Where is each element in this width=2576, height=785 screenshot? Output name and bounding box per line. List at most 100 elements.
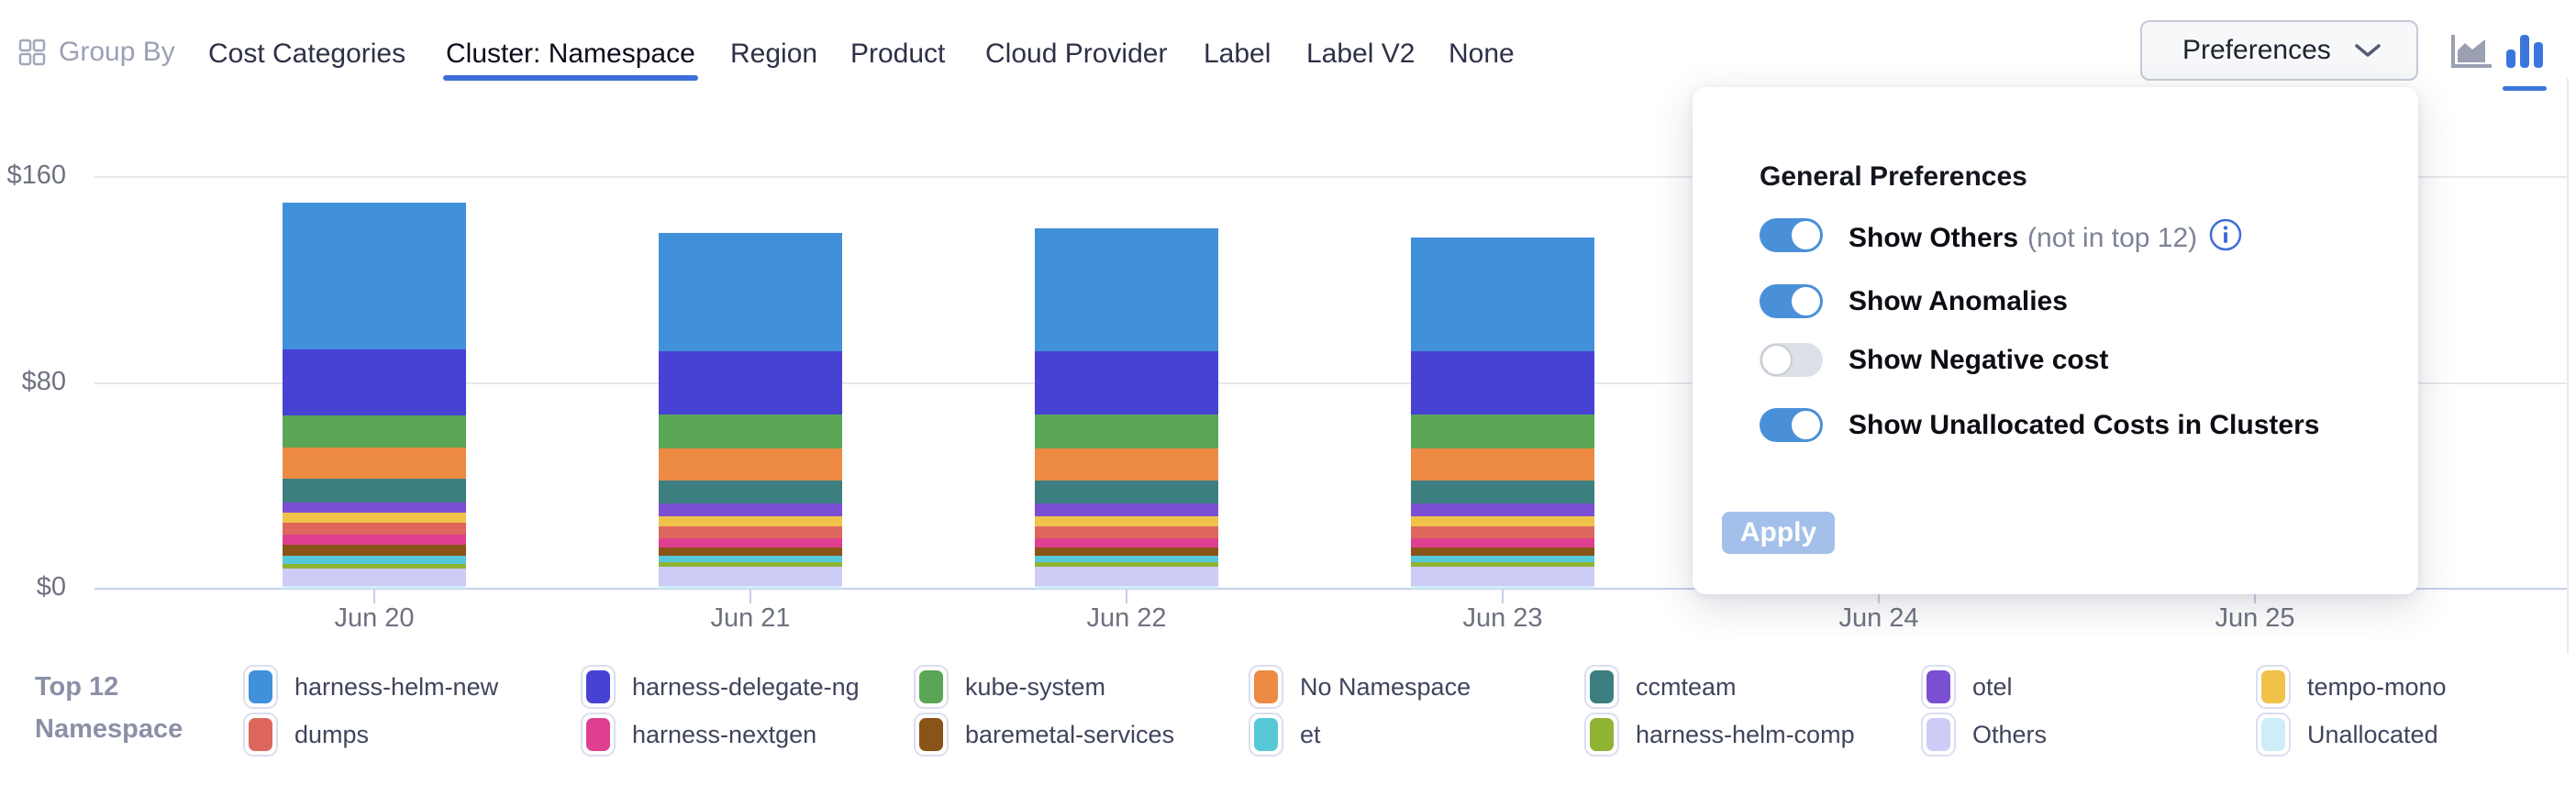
legend-item-otel[interactable]: otel <box>1921 665 2013 709</box>
tab-cloud-provider[interactable]: Cloud Provider <box>985 39 1167 70</box>
legend-item-dumps[interactable]: dumps <box>243 713 369 757</box>
tab-label[interactable]: Label <box>1204 39 1271 70</box>
legend-item-no-namespace[interactable]: No Namespace <box>1249 665 1471 709</box>
bar-segment-otel[interactable] <box>659 503 842 516</box>
bar-segment-dumps[interactable] <box>1411 526 1594 538</box>
legend-item-kube-system[interactable]: kube-system <box>914 665 1105 709</box>
toggle-knob <box>1790 219 1822 251</box>
tab-region[interactable]: Region <box>730 39 817 70</box>
bar-segment-others[interactable] <box>1035 567 1218 586</box>
bar-segment-harness-delegate-ng[interactable] <box>1411 351 1594 415</box>
group-by-grid-icon <box>18 39 46 66</box>
legend-item-harness-delegate-ng[interactable]: harness-delegate-ng <box>581 665 860 709</box>
tab-label-v2[interactable]: Label V2 <box>1306 39 1415 70</box>
bar-segment-harness-helm-new[interactable] <box>659 232 842 352</box>
legend-item-ccmteam[interactable]: ccmteam <box>1584 665 1737 709</box>
bar-segment-others[interactable] <box>659 567 842 586</box>
bar-segment-harness-helm-new[interactable] <box>1035 228 1218 352</box>
bar-segment-no-namespace[interactable] <box>1035 448 1218 481</box>
bar-segment-otel[interactable] <box>1411 503 1594 516</box>
bar-segment-dumps[interactable] <box>283 522 466 535</box>
toggle-show-others[interactable] <box>1760 218 1823 252</box>
active-chart-type-indicator <box>2503 86 2547 91</box>
bar-segment-no-namespace[interactable] <box>659 448 842 481</box>
legend-swatch-color <box>1926 670 1950 703</box>
info-icon[interactable] <box>2208 217 2243 252</box>
legend-item-harness-helm-new[interactable]: harness-helm-new <box>243 665 498 709</box>
bar-segment-baremetal-services[interactable] <box>1411 547 1594 557</box>
bar-segment-unallocated[interactable] <box>283 586 466 589</box>
bar-segment-unallocated[interactable] <box>659 585 842 589</box>
bar-segment-baremetal-services[interactable] <box>659 547 842 557</box>
bar-segment-tempo-mono[interactable] <box>1035 515 1218 527</box>
bar-segment-tempo-mono[interactable] <box>659 515 842 527</box>
legend-swatch <box>1249 713 1283 757</box>
bar-segment-otel[interactable] <box>283 502 466 513</box>
bar-segment-kube-system[interactable] <box>283 415 466 448</box>
bar-segment-harness-helm-new[interactable] <box>283 202 466 349</box>
bar-segment-dumps[interactable] <box>659 526 842 538</box>
bar-segment-baremetal-services[interactable] <box>1035 547 1218 557</box>
legend-item-others[interactable]: Others <box>1921 713 2047 757</box>
legend-item-harness-nextgen[interactable]: harness-nextgen <box>581 713 816 757</box>
bar-segment-harness-nextgen[interactable] <box>1411 537 1594 547</box>
tab-product[interactable]: Product <box>850 39 945 70</box>
toggle-show-anomalies[interactable] <box>1760 284 1823 318</box>
legend-swatch <box>243 665 278 709</box>
bar-segment-others[interactable] <box>283 568 466 587</box>
bar-segment-harness-helm-comp[interactable] <box>1411 562 1594 568</box>
legend-item-baremetal-services[interactable]: baremetal-services <box>914 713 1174 757</box>
legend-item-tempo-mono[interactable]: tempo-mono <box>2256 665 2447 709</box>
bar-segment-harness-nextgen[interactable] <box>1035 537 1218 547</box>
tab-cluster-namespace[interactable]: Cluster: Namespace <box>443 39 698 81</box>
bar-segment-no-namespace[interactable] <box>1411 448 1594 481</box>
bar-segment-no-namespace[interactable] <box>283 447 466 480</box>
bar-segment-et[interactable] <box>659 556 842 563</box>
bar-segment-unallocated[interactable] <box>1035 585 1218 589</box>
legend-item-et[interactable]: et <box>1249 713 1321 757</box>
tab-label: Label V2 <box>1306 39 1416 69</box>
bar-chart-icon[interactable] <box>2505 35 2544 68</box>
bar-segment-tempo-mono[interactable] <box>1411 515 1594 527</box>
bar-segment-ccmteam[interactable] <box>659 480 842 503</box>
bar-segment-otel[interactable] <box>1035 503 1218 516</box>
bar-segment-harness-delegate-ng[interactable] <box>283 348 466 415</box>
bar-segment-harness-delegate-ng[interactable] <box>659 351 842 415</box>
bar-segment-ccmteam[interactable] <box>1411 480 1594 503</box>
bar-segment-et[interactable] <box>1035 556 1218 563</box>
bar-segment-harness-helm-comp[interactable] <box>1035 562 1218 568</box>
preference-label: Show Negative cost <box>1849 344 2109 375</box>
bar-segment-harness-helm-comp[interactable] <box>283 564 466 569</box>
legend-swatch-color <box>1590 718 1614 751</box>
bar-segment-dumps[interactable] <box>1035 526 1218 538</box>
bar-segment-kube-system[interactable] <box>1411 415 1594 449</box>
bar-segment-harness-nextgen[interactable] <box>659 537 842 547</box>
bar-segment-ccmteam[interactable] <box>1035 480 1218 503</box>
bar-segment-et[interactable] <box>283 555 466 565</box>
bar-segment-et[interactable] <box>1411 556 1594 563</box>
tab-none[interactable]: None <box>1449 39 1515 70</box>
bar-segment-harness-nextgen[interactable] <box>283 534 466 546</box>
area-chart-icon[interactable] <box>2449 35 2493 70</box>
bar-segment-ccmteam[interactable] <box>283 479 466 503</box>
bar-segment-harness-helm-new[interactable] <box>1411 237 1594 352</box>
legend-item-unallocated[interactable]: Unallocated <box>2256 713 2438 757</box>
bar-segment-baremetal-services[interactable] <box>283 545 466 556</box>
tab-cost-categories[interactable]: Cost Categories <box>208 39 405 70</box>
x-axis-label: Jun 25 <box>2215 603 2295 633</box>
bar-segment-harness-helm-comp[interactable] <box>659 562 842 568</box>
bar-segment-unallocated[interactable] <box>1411 585 1594 589</box>
x-axis-tick <box>1126 590 1127 603</box>
toggle-show-unallocated-costs-in-clusters[interactable] <box>1760 408 1823 442</box>
x-axis-tick <box>1878 590 1880 603</box>
bar-segment-kube-system[interactable] <box>1035 415 1218 449</box>
y-axis-label: $160 <box>6 160 66 190</box>
bar-segment-harness-delegate-ng[interactable] <box>1035 351 1218 415</box>
legend-item-harness-helm-comp[interactable]: harness-helm-comp <box>1584 713 1855 757</box>
preferences-dropdown-button[interactable]: Preferences <box>2140 20 2418 81</box>
bar-segment-tempo-mono[interactable] <box>283 512 466 523</box>
toggle-show-negative-cost[interactable] <box>1760 343 1823 377</box>
bar-segment-kube-system[interactable] <box>659 415 842 449</box>
bar-segment-others[interactable] <box>1411 567 1594 586</box>
apply-button[interactable]: Apply <box>1722 512 1835 554</box>
